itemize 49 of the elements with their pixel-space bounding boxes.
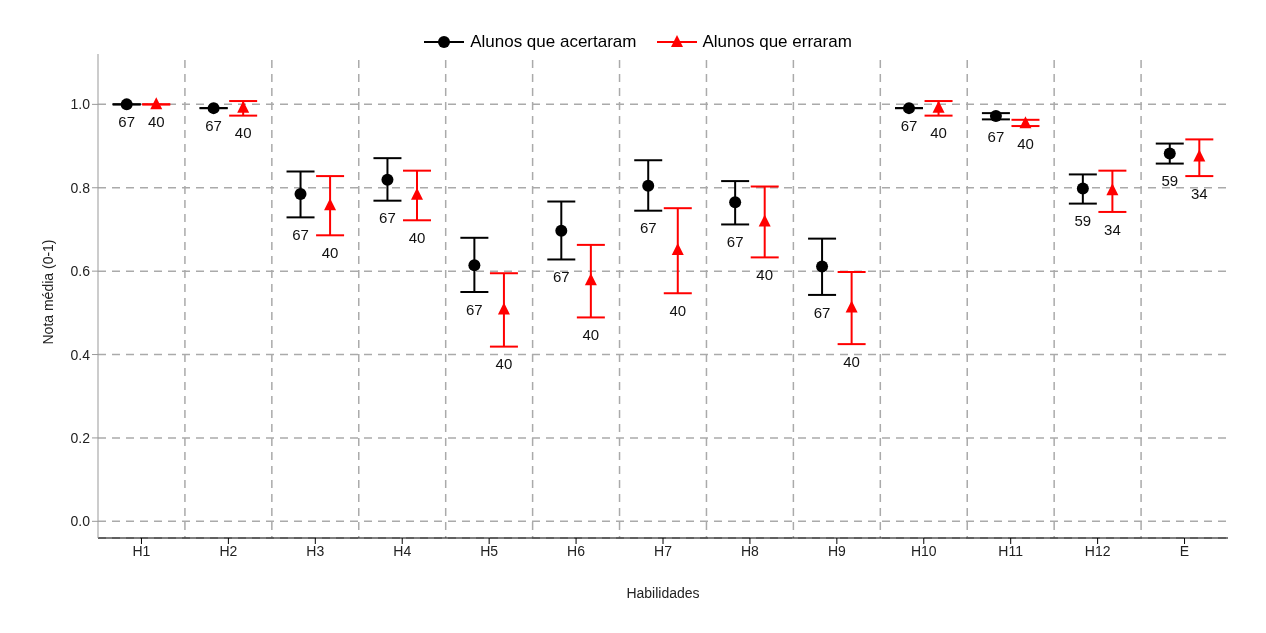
annotation: 67	[726, 233, 744, 251]
annotation: 40	[321, 243, 339, 261]
annotation: 67	[292, 226, 309, 244]
x-tick-label: H6	[567, 542, 586, 559]
x-axis-title: Habilidades	[626, 585, 700, 601]
x-tick-label: H12	[1084, 542, 1111, 559]
annotation: 40	[582, 326, 600, 344]
y-axis-title: Nota média (0-1)	[39, 239, 56, 345]
y-tick-label: 1.0	[70, 96, 91, 113]
x-tick-label: H4	[393, 542, 412, 559]
annotation: 40	[843, 352, 860, 370]
annotation: 40	[756, 266, 774, 284]
annotation: 40	[147, 113, 165, 131]
y-tick-label: 0.4	[70, 346, 91, 363]
annotation: 40	[930, 124, 947, 142]
annotation: 34	[1190, 184, 1208, 202]
annotation: 34	[1104, 220, 1121, 238]
x-tick-label: H10	[910, 542, 937, 559]
annotation: 40	[495, 355, 513, 373]
x-tick-label: H11	[998, 542, 1024, 559]
x-tick-label: H3	[306, 542, 325, 559]
y-tick-label: 0.0	[70, 513, 91, 530]
annotation: 67	[987, 128, 1005, 146]
annotation: 40	[669, 301, 687, 319]
y-tick-label: 0.6	[70, 263, 91, 280]
annotation: 67	[118, 113, 136, 131]
x-tick-label: H1	[132, 542, 151, 559]
x-tick-label: H9	[827, 542, 846, 559]
x-tick-label: E	[1179, 542, 1190, 559]
annotation: 67	[639, 219, 657, 237]
annotation: 59	[1161, 172, 1179, 190]
annotation: 40	[408, 228, 426, 246]
annotation: 67	[900, 116, 918, 134]
legend-label: Alunos que acertaram	[470, 32, 637, 52]
legend-label: Alunos que erraram	[702, 32, 852, 52]
x-tick-label: H2	[219, 542, 238, 559]
annotation: 67	[205, 116, 222, 134]
y-tick-label: 0.2	[70, 429, 91, 446]
annotation: 40	[1017, 134, 1034, 152]
x-tick-label: H7	[654, 542, 673, 559]
annotation: 67	[552, 268, 570, 286]
annotation: 67	[379, 209, 396, 227]
annotation: 40	[234, 124, 252, 142]
x-tick-label: H5	[480, 542, 499, 559]
annotation: 59	[1074, 212, 1092, 230]
x-tick-label: H8	[740, 542, 760, 559]
annotation: 67	[813, 303, 831, 321]
y-tick-label: 0.8	[70, 179, 91, 196]
annotation: 67	[466, 300, 483, 318]
